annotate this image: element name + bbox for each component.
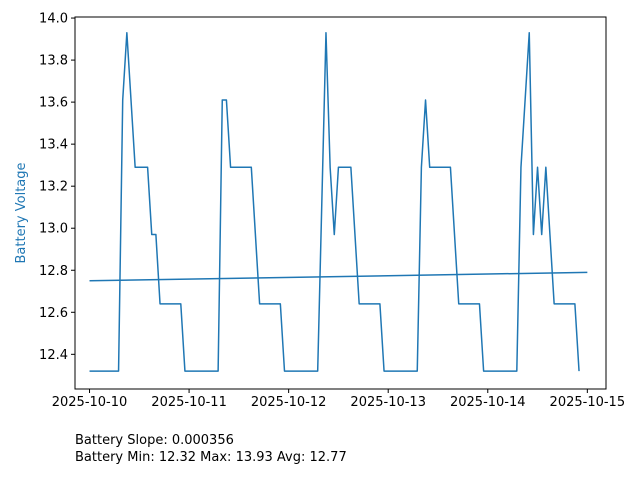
y-axis-label: Battery Voltage [14,162,29,263]
y-tick-label: 13.4 [39,138,68,153]
y-axis: 12.4 12.6 12.8 13.0 13.2 13.4 13.6 13.8 14.0 [39,12,75,363]
y-tick-label: 13.0 [39,222,68,237]
y-tick-label: 13.8 [39,54,68,69]
x-tick-label: 2025-10-14 [450,395,526,410]
x-tick-label: 2025-10-11 [151,395,227,410]
y-tick-label: 12.8 [39,264,68,279]
y-tick-label: 13.2 [39,180,68,195]
x-tick-label: 2025-10-12 [251,395,327,410]
plot-area [89,32,588,372]
battery-slope-text: Battery Slope: 0.000356 [75,433,234,448]
y-tick-label: 14.0 [39,12,68,27]
battery-trend-line [89,271,588,282]
battery-stats-text: Battery Min: 12.32 Max: 13.93 Avg: 12.77 [75,450,347,465]
x-axis: 2025-10-10 2025-10-11 2025-10-12 2025-10-13… [52,389,625,410]
y-tick-label: 13.6 [39,96,68,111]
x-tick-label: 2025-10-13 [350,395,426,410]
plot-frame [74,16,607,390]
x-tick-label: 2025-10-10 [52,395,128,410]
y-tick-label: 12.6 [39,306,68,321]
x-tick-label: 2025-10-15 [550,395,626,410]
battery-voltage-line [89,32,580,372]
y-tick-label: 12.4 [39,348,68,363]
